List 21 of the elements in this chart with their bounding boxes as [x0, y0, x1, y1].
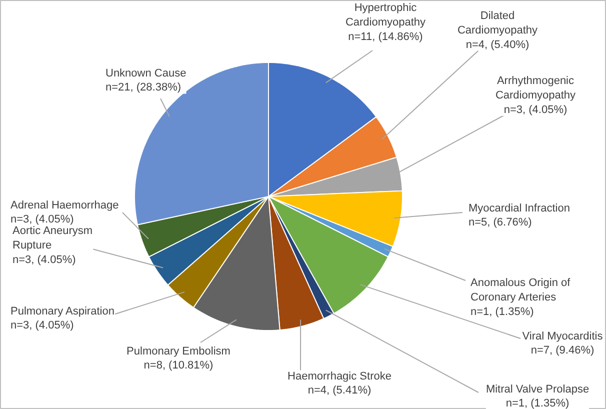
slice-label: Adrenal Haemorrhage	[10, 199, 119, 212]
slice-label: Pulmonary Aspiration	[10, 305, 114, 318]
data-label: n=3, (4.05%)	[12, 254, 76, 266]
slice-label: Mitral Valve Prolapse	[486, 383, 590, 396]
data-label: n=1, (1.35%)	[470, 306, 534, 318]
data-label: n=8, (10.81%)	[144, 360, 214, 372]
data-label: n=7, (9.46%)	[530, 344, 594, 357]
data-label: n=4, (5.41%)	[308, 384, 372, 397]
data-label: n=21, (28.38%)	[106, 82, 182, 94]
slice-label: Pulmonary Embolism	[126, 345, 230, 358]
data-label: n=4, (5.40%)	[466, 38, 530, 51]
data-label: n=3, (4.05%)	[10, 320, 74, 332]
slice-label: Haemorrhagic Stroke	[288, 370, 392, 382]
data-label: n=1, (1.35%)	[506, 398, 570, 409]
slice-label: Viral Myocarditis	[522, 330, 604, 342]
data-label: n=3, (4.05%)	[504, 104, 568, 116]
data-label: n=3, (4.05%)	[10, 214, 74, 226]
data-label: n=5, (6.76%)	[468, 216, 532, 229]
data-label: n=11, (14.86%)	[348, 30, 423, 43]
slice-label: Unknown Cause	[106, 67, 186, 80]
slice-label: Myocardial Infraction	[468, 202, 570, 214]
